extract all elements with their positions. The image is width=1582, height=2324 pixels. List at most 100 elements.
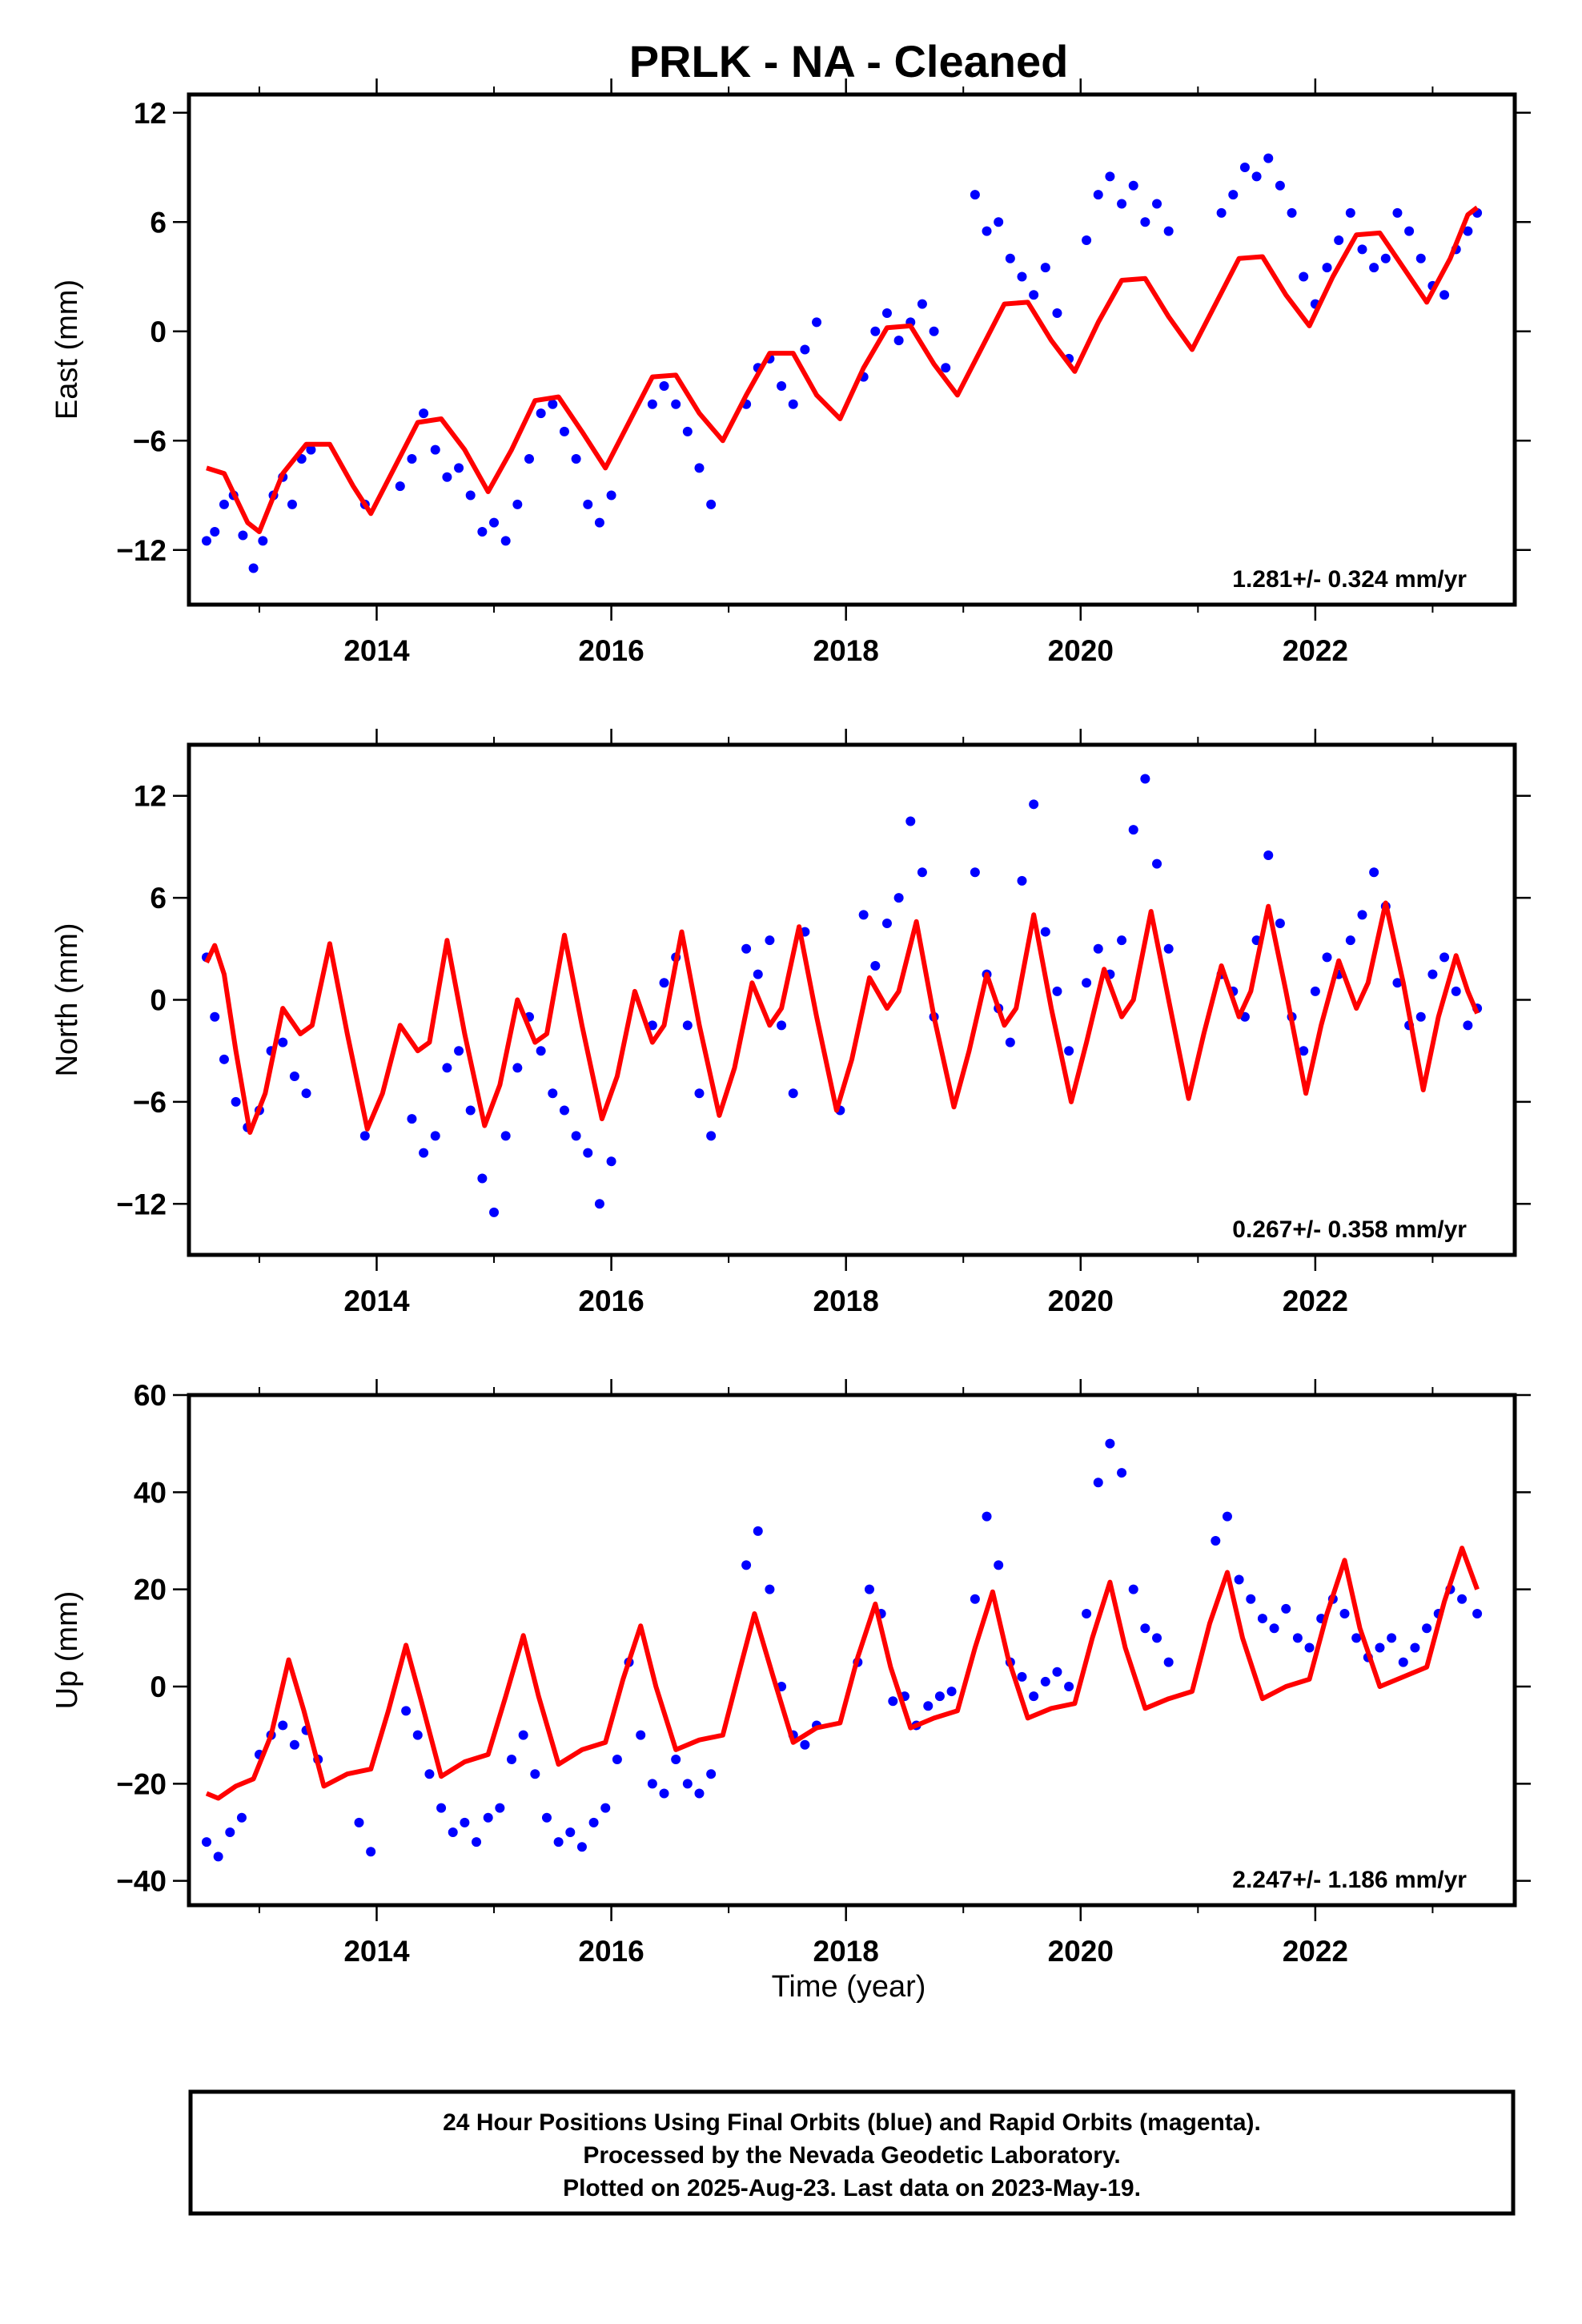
east-y-tick-label: −12 — [116, 534, 167, 567]
north-data-point — [706, 1131, 717, 1141]
east-data-point — [1029, 290, 1039, 300]
up-data-point — [541, 1812, 552, 1823]
east-data-point — [647, 399, 657, 409]
up-data-point — [923, 1701, 934, 1711]
up-data-point — [765, 1584, 775, 1594]
north-data-point — [359, 1131, 370, 1141]
east-data-point — [682, 426, 693, 436]
north-data-point — [1463, 1020, 1473, 1031]
up-data-point — [934, 1691, 945, 1702]
north-data-point — [1310, 986, 1320, 996]
east-data-point — [465, 490, 476, 501]
up-data-point — [1457, 1594, 1468, 1604]
up-data-point — [530, 1769, 540, 1779]
up-data-point — [1211, 1536, 1221, 1546]
east-panel: 2014 2016 2018 2020 2022 −12 −6 0 6 12 East (mm) 1.… — [50, 78, 1531, 667]
up-data-point — [706, 1769, 717, 1779]
east-data-point — [1140, 217, 1150, 227]
north-data-point — [647, 1020, 657, 1031]
east-data-point — [941, 363, 951, 373]
north-model-fit-line — [204, 900, 1480, 1136]
north-data-point — [1029, 799, 1039, 810]
north-data-point — [1052, 986, 1062, 996]
east-data-point — [970, 190, 980, 200]
up-data-point — [682, 1779, 693, 1789]
up-data-point — [1234, 1574, 1244, 1585]
east-y-tick-label: 6 — [150, 206, 167, 239]
up-data-point — [1029, 1691, 1039, 1702]
north-data-point — [1322, 952, 1332, 963]
up-data-point — [1128, 1584, 1138, 1594]
up-data-point — [1351, 1633, 1362, 1643]
north-data-point — [788, 1088, 798, 1099]
east-data-point — [1251, 171, 1262, 182]
north-data-point — [536, 1046, 546, 1056]
north-data-point — [1439, 952, 1450, 963]
east-data-point — [454, 463, 464, 473]
north-data-point — [278, 1037, 288, 1047]
east-data-point — [287, 499, 297, 509]
north-data-point — [970, 867, 980, 878]
up-data-point — [1017, 1671, 1027, 1682]
up-data-point — [888, 1696, 898, 1707]
east-data-point — [1163, 226, 1174, 236]
north-data-point — [489, 1207, 500, 1217]
up-data-point — [1398, 1657, 1408, 1667]
east-y-axis-label: East (mm) — [50, 279, 84, 420]
north-data-point — [1427, 969, 1438, 979]
east-data-point — [694, 463, 705, 473]
footer-line-2: Processed by the Nevada Geodetic Laborat… — [583, 2142, 1120, 2169]
up-data-point — [1339, 1609, 1350, 1618]
east-data-point — [1415, 253, 1426, 263]
up-x-tick-label: 2016 — [578, 1935, 644, 1968]
north-data-point — [548, 1088, 558, 1099]
up-data-point — [1140, 1623, 1150, 1634]
east-data-point — [1216, 207, 1227, 218]
up-data-point — [1222, 1511, 1232, 1522]
north-y-tick-label: −6 — [133, 1086, 167, 1119]
north-data-point — [1117, 935, 1127, 946]
up-data-point — [982, 1511, 992, 1522]
up-y-tick-label: 40 — [134, 1476, 167, 1509]
up-data-point — [225, 1827, 235, 1837]
east-data-point — [1275, 180, 1285, 191]
north-data-point — [1263, 850, 1274, 861]
east-data-point — [248, 563, 259, 573]
up-data-point — [289, 1739, 299, 1750]
east-data-point — [1287, 207, 1297, 218]
north-y-tick-label: 0 — [150, 984, 167, 1017]
east-data-point — [210, 527, 220, 537]
north-data-point — [682, 1020, 693, 1031]
up-data-point — [1269, 1623, 1279, 1634]
north-data-point — [477, 1173, 488, 1184]
north-data-point — [512, 1063, 523, 1073]
up-data-point — [647, 1779, 657, 1789]
east-data-point — [1380, 253, 1391, 263]
east-rate-label: 1.281+/- 0.324 mm/yr — [1232, 566, 1467, 593]
up-data-point — [1422, 1623, 1432, 1634]
up-data-point — [448, 1827, 458, 1837]
north-data-point — [1017, 875, 1027, 886]
north-data-point — [231, 1096, 241, 1107]
up-data-point — [278, 1720, 288, 1731]
up-data-point — [588, 1817, 599, 1827]
north-data-point — [1345, 935, 1355, 946]
up-plot-area — [201, 1438, 1483, 1862]
up-data-point — [495, 1803, 505, 1813]
north-data-point — [1093, 943, 1103, 954]
north-data-point — [219, 1054, 229, 1064]
up-data-point — [1040, 1676, 1050, 1687]
east-data-point — [1345, 207, 1355, 218]
up-data-point — [412, 1730, 423, 1740]
east-data-point — [571, 454, 581, 464]
footer-box: 24 Hour Positions Using Final Orbits (bl… — [188, 2089, 1516, 2216]
north-data-point — [1299, 1046, 1309, 1056]
east-x-tick-label: 2020 — [1048, 634, 1114, 667]
up-y-tick-label: −20 — [116, 1767, 167, 1800]
east-data-point — [929, 326, 939, 336]
east-data-point — [559, 426, 569, 436]
north-panel: 2014 2016 2018 2020 2022 −12 −6 0 6 12 North (mm) 0… — [50, 729, 1531, 1317]
up-data-point — [236, 1812, 247, 1823]
north-data-point — [571, 1131, 581, 1141]
east-data-point — [1040, 263, 1050, 273]
